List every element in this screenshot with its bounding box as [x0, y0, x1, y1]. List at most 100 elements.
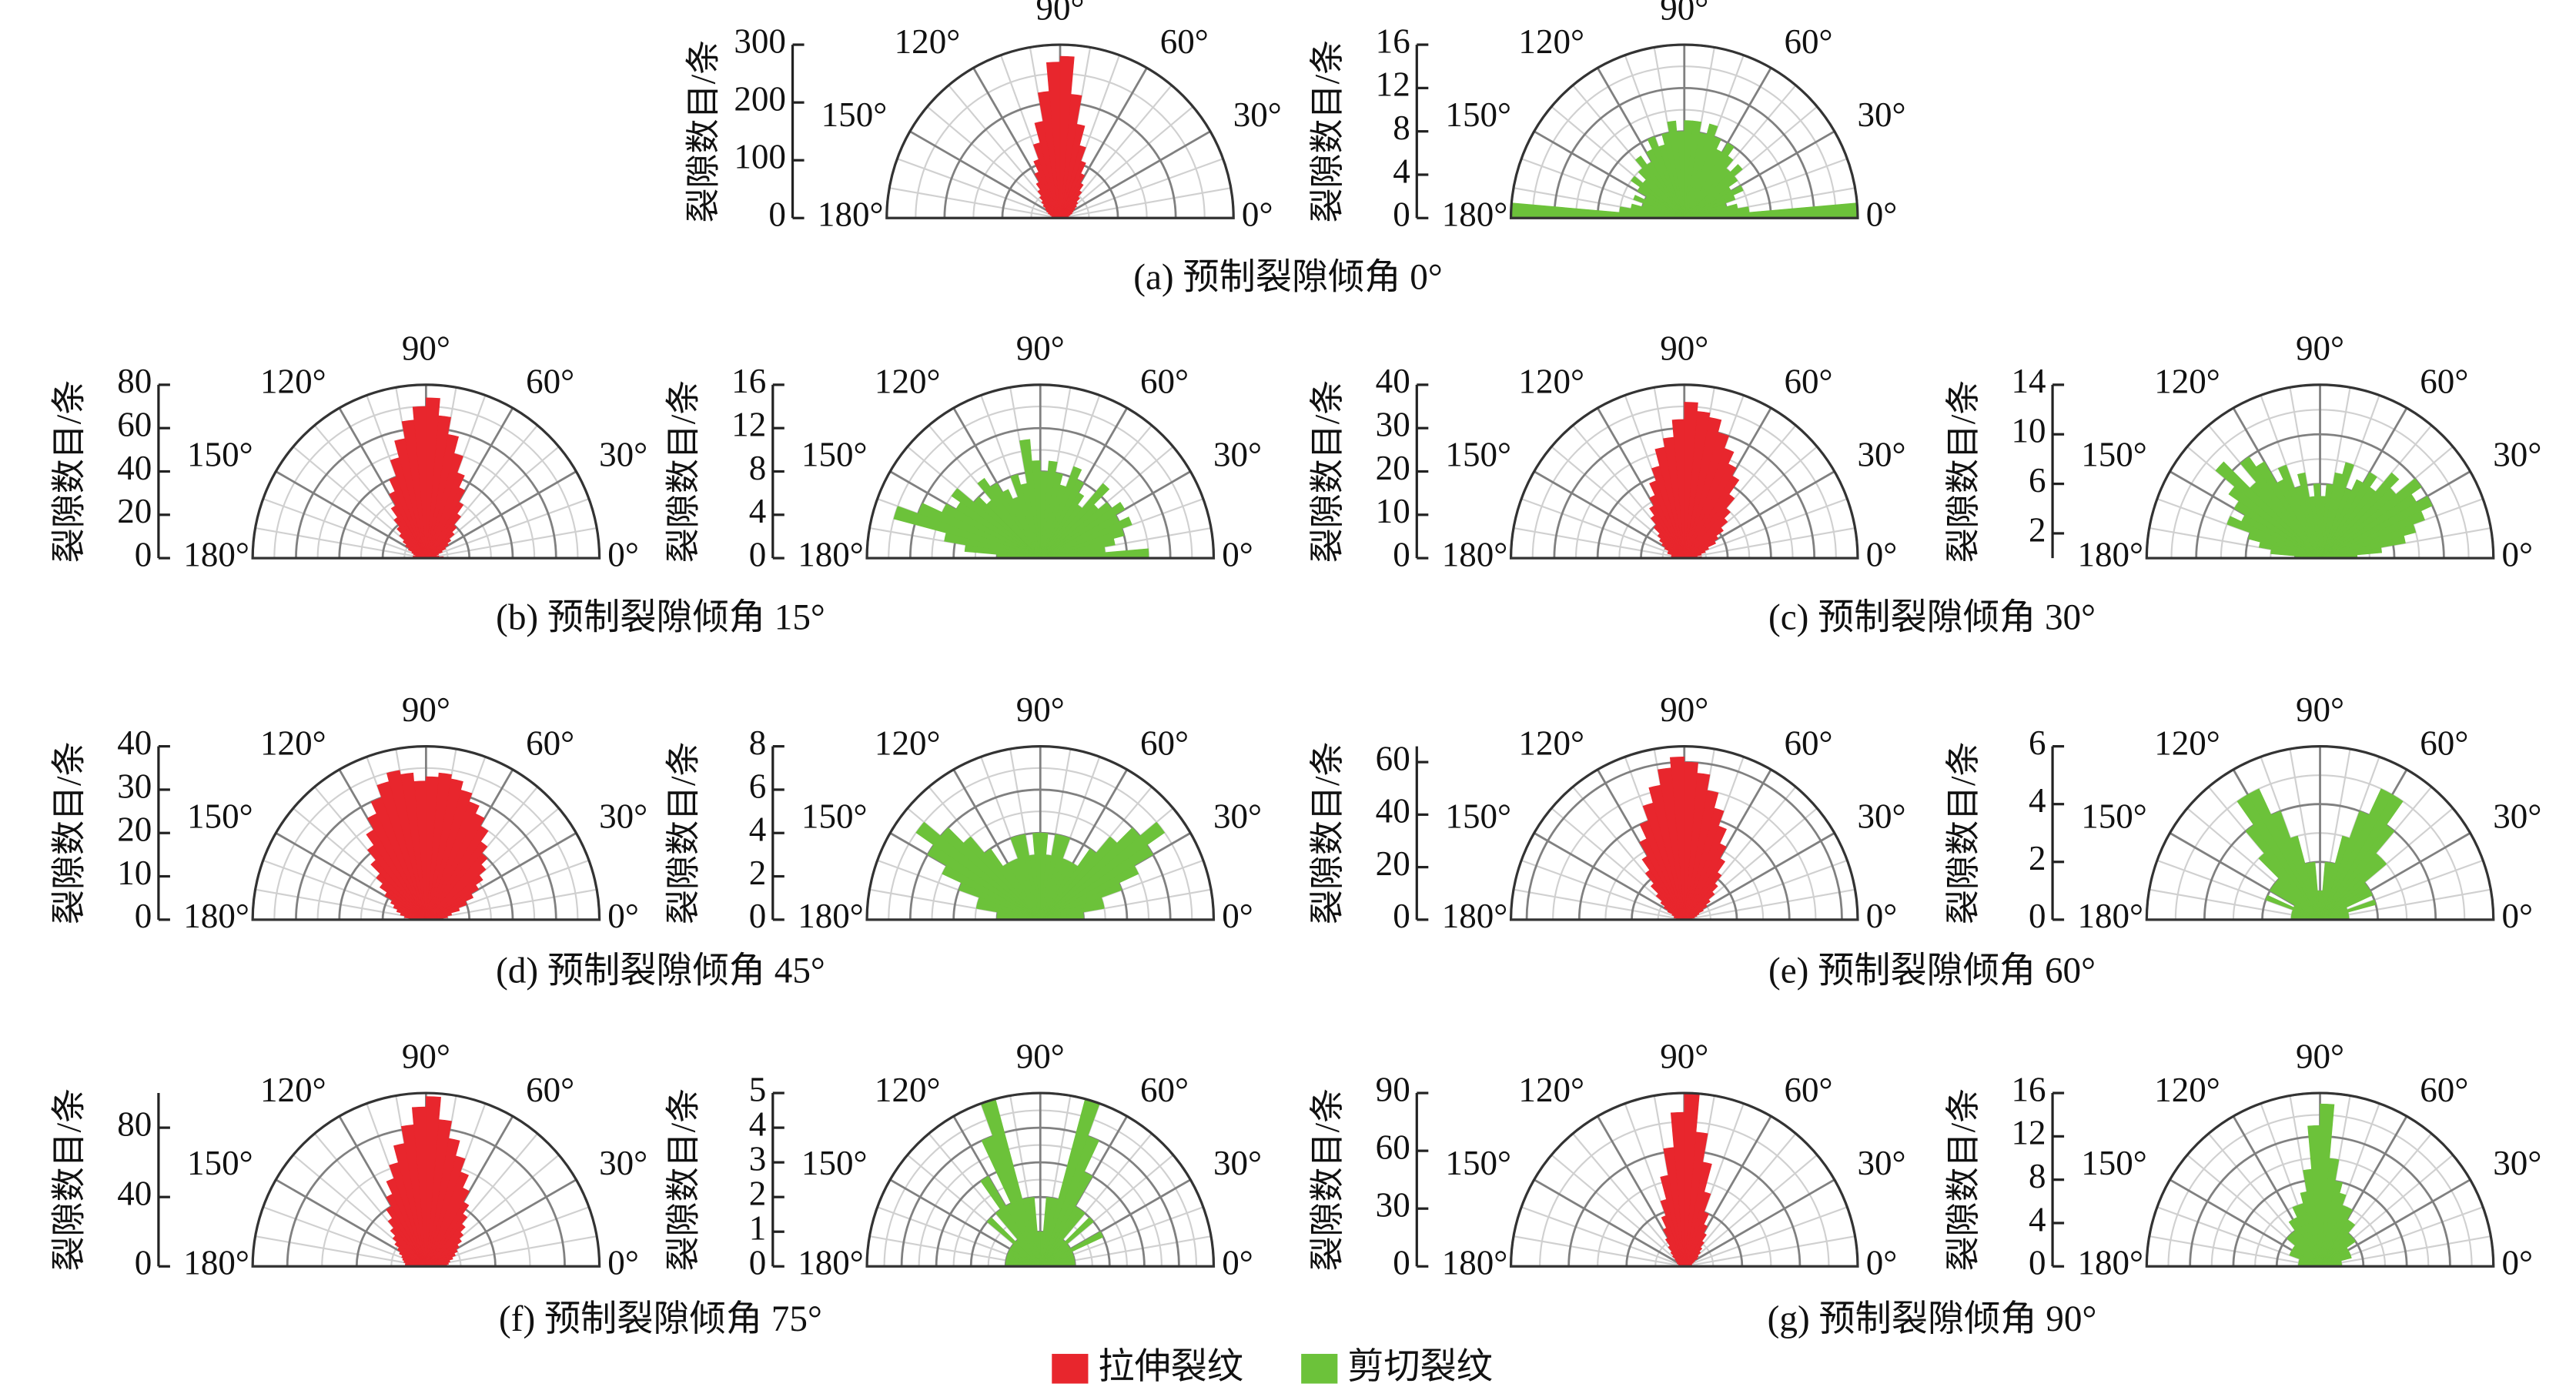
angle-label: 0° [2501, 535, 2533, 573]
rose-bar [2258, 541, 2320, 559]
rose-bar [2320, 788, 2393, 921]
angle-label: 90° [402, 690, 450, 729]
angle-label: 120° [2154, 1071, 2220, 1109]
y-axis-label: 裂隙数目/条 [1308, 40, 1347, 223]
rose-chart: 0° 30° 60° 90° 120°150° 180° 0 4 8 12 16 裂隙数目/条 [1944, 1038, 2541, 1282]
polar-outline [865, 745, 1216, 921]
angle-label: 60° [2420, 363, 2468, 401]
rose-bar [2320, 472, 2343, 559]
rose-bar [1037, 189, 1061, 219]
rose-bar [995, 1209, 1041, 1267]
rose-bar [964, 544, 1041, 559]
rose-bar [407, 548, 427, 559]
rose-bar [366, 844, 427, 921]
minor-spoke [1513, 1235, 1684, 1268]
rose-bar [2277, 464, 2320, 559]
rose-bar [944, 532, 1041, 559]
angle-label: 150° [1445, 436, 1511, 474]
rose-chart: 0° 30° 60° 90° 120°150° 180° 0 20 40 60 80 裂隙数目/条 [50, 329, 647, 573]
angle-label: 90° [1660, 1038, 1708, 1076]
rose-bar [2265, 894, 2320, 921]
angle-label: 30° [2493, 797, 2541, 835]
angle-label: 90° [1016, 690, 1065, 729]
rose-bar [981, 1135, 1041, 1267]
y-tick-label: 30 [1376, 1186, 1410, 1225]
rose-bar [1039, 196, 1061, 219]
rose-bar [2320, 496, 2433, 559]
rose-chart: 0° 30° 60° 90° 120°150° 180° 0 40 80 裂隙数目/条 [50, 1038, 647, 1282]
y-tick-label: 30 [1376, 406, 1410, 444]
polar-outline [251, 745, 601, 921]
polar-outline [885, 43, 1235, 219]
angle-label: 120° [260, 363, 326, 401]
rose-bar [399, 533, 427, 559]
angle-label: 90° [1660, 690, 1708, 729]
rose-bar [1646, 149, 1685, 219]
rose-bar [376, 873, 427, 921]
rose-bar [390, 1227, 427, 1267]
rose-bar [386, 1178, 427, 1267]
y-tick-label: 0 [1393, 1244, 1410, 1282]
polar-outline [1509, 1091, 1859, 1268]
angle-label: 60° [526, 724, 574, 762]
angle-label: 150° [187, 1144, 253, 1182]
rose-bar [396, 526, 427, 559]
angle-label: 150° [2081, 436, 2147, 474]
y-tick-label: 2 [749, 1175, 767, 1213]
rose-bar [1631, 175, 1684, 219]
angle-label: 30° [1213, 1144, 1262, 1182]
angle-label: 120° [875, 724, 941, 762]
rose-bar [387, 1218, 427, 1267]
minor-spoke [889, 187, 1061, 219]
rose-bar [2320, 861, 2330, 920]
panel-caption: (f) 预制裂隙倾角 75° [499, 1299, 822, 1339]
grid-spoke [1684, 1178, 1835, 1268]
rose-bar [915, 821, 1041, 921]
angle-label: 60° [1140, 724, 1189, 762]
angle-label: 60° [1140, 1071, 1189, 1109]
rose-bar [1644, 870, 1685, 921]
angle-label: 30° [1858, 95, 1906, 134]
angle-label: 150° [801, 1144, 868, 1182]
angle-label: 120° [1518, 1071, 1584, 1109]
rose-bar [2233, 500, 2320, 559]
minor-spoke [926, 105, 1061, 219]
rose-bar [2320, 479, 2364, 559]
angle-label: 30° [1213, 797, 1262, 835]
rose-bar [402, 540, 427, 559]
rose-bar [1039, 1197, 1053, 1267]
y-tick-label: 40 [1376, 792, 1410, 831]
angle-label: 90° [2296, 329, 2344, 367]
angle-label: 90° [1016, 329, 1065, 367]
rose-bar [1039, 460, 1058, 559]
y-tick-label: 16 [731, 362, 766, 400]
rose-bar [1034, 171, 1061, 219]
y-tick-label: 20 [117, 810, 152, 849]
angle-label: 90° [402, 1038, 450, 1076]
rose-bar [951, 488, 1041, 559]
rose-bar [1637, 186, 1684, 219]
polar-outline [1509, 43, 1859, 219]
y-axis-label: 裂隙数目/条 [50, 1088, 89, 1272]
y-tick-label: 14 [2011, 362, 2046, 400]
minor-spoke [1513, 888, 1684, 921]
rose-bar [1634, 155, 1685, 219]
rose-bar [403, 1260, 427, 1267]
y-tick-label: 6 [2029, 461, 2046, 500]
minor-spoke [255, 1235, 427, 1268]
y-tick-label: 0 [1393, 196, 1410, 234]
minor-spoke [1521, 1206, 1685, 1268]
angle-label: 30° [1233, 95, 1282, 134]
y-tick-label: 0 [749, 535, 767, 573]
rose-bar [405, 543, 427, 559]
rose-bar [370, 859, 427, 921]
legend-label: 拉伸裂纹 [1098, 1347, 1243, 1387]
y-tick-label: 6 [749, 767, 767, 805]
legend-swatch [1301, 1353, 1338, 1384]
angle-label: 30° [2493, 1144, 2541, 1182]
y-tick-label: 0 [749, 897, 767, 935]
rose-bar [2289, 1252, 2320, 1267]
polar-outline [865, 383, 1216, 560]
rose-bar [1040, 1217, 1094, 1267]
rose-bar [2286, 1235, 2320, 1267]
